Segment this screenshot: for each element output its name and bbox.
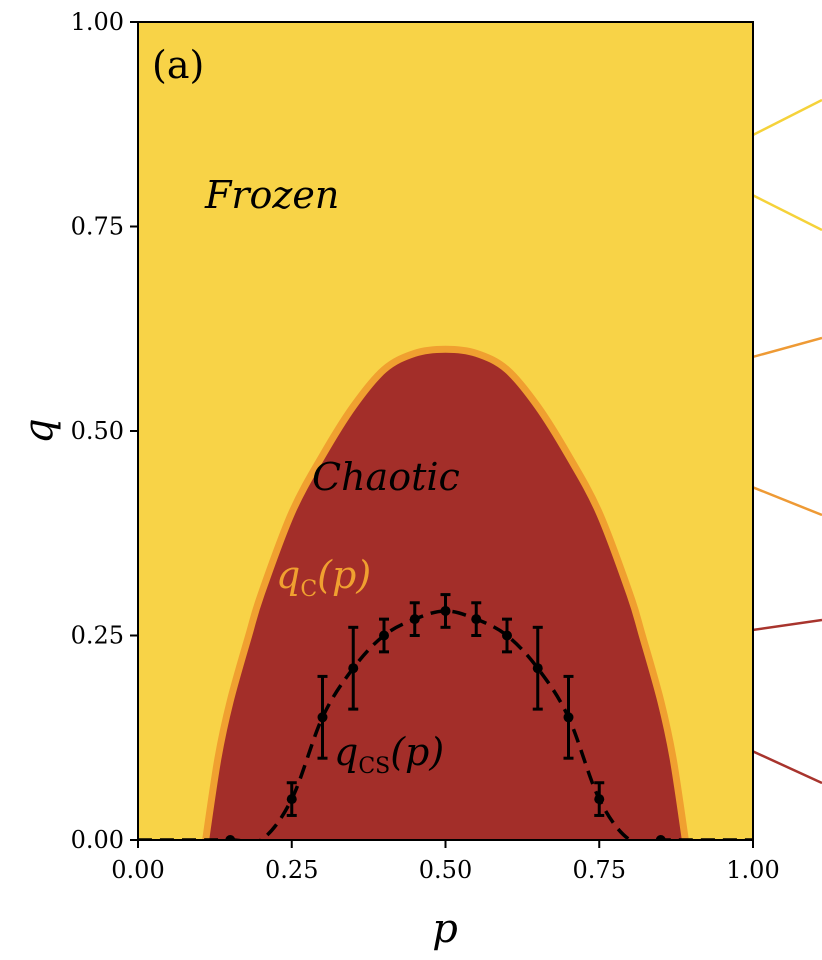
qcs-data-point bbox=[348, 625, 359, 711]
qc-label-sub: C bbox=[300, 577, 317, 602]
y-tick-label: 0.75 bbox=[71, 213, 124, 241]
connector-line bbox=[749, 98, 822, 138]
x-axis-label: p bbox=[432, 906, 458, 952]
x-tick-label: 1.00 bbox=[726, 856, 779, 884]
marker bbox=[594, 794, 605, 805]
marker bbox=[225, 835, 236, 840]
marker bbox=[532, 663, 543, 674]
marker bbox=[286, 794, 297, 805]
qcs-dashed-line bbox=[138, 609, 753, 840]
marker bbox=[348, 663, 359, 674]
qcs-curve-label: qCS(p) bbox=[334, 730, 444, 779]
qcs-data-point bbox=[532, 625, 543, 711]
frozen-label: Frozen bbox=[204, 173, 339, 217]
qcs-data-point bbox=[502, 617, 512, 654]
chaotic-label: Chaotic bbox=[312, 455, 460, 499]
qcs-data-point bbox=[594, 781, 605, 817]
qcs-data-point bbox=[286, 781, 297, 817]
qcs-data-point bbox=[225, 835, 236, 840]
x-tick-label: 0.00 bbox=[111, 856, 164, 884]
x-axis: 0.00 0.25 0.50 0.75 1.00 bbox=[111, 840, 780, 884]
qcs-data-point bbox=[655, 835, 666, 840]
qcs-label-arg: (p) bbox=[390, 730, 444, 774]
connector-line bbox=[749, 192, 822, 232]
y-axis: 0.00 0.25 0.50 0.75 1.00 bbox=[71, 8, 138, 854]
qcs-data-point bbox=[409, 601, 420, 637]
qcs-data-point bbox=[317, 674, 328, 760]
y-tick-label: 0.00 bbox=[71, 826, 124, 854]
qc-label-arg: (p) bbox=[317, 553, 371, 597]
y-axis-label: q bbox=[16, 418, 62, 444]
y-tick-label: 1.00 bbox=[71, 8, 124, 36]
panel-label: (a) bbox=[152, 43, 204, 87]
marker bbox=[409, 614, 420, 625]
marker bbox=[471, 614, 482, 625]
qcs-data-point bbox=[440, 593, 451, 629]
marker bbox=[563, 712, 574, 723]
marker bbox=[379, 630, 389, 641]
qcs-markers bbox=[225, 593, 666, 840]
qcs-data-point bbox=[563, 674, 574, 760]
marker bbox=[440, 605, 451, 616]
x-tick-label: 0.75 bbox=[573, 856, 626, 884]
marker bbox=[655, 835, 666, 840]
qc-label-base: q bbox=[276, 553, 300, 597]
marker bbox=[317, 712, 328, 723]
x-tick-label: 0.25 bbox=[265, 856, 318, 884]
qcs-data-point bbox=[379, 617, 389, 654]
y-tick-label: 0.25 bbox=[71, 622, 124, 650]
marker bbox=[502, 630, 512, 641]
qcs-label-base: q bbox=[334, 730, 358, 774]
qc-curve-label: qC(p) bbox=[276, 553, 371, 602]
qcs-label-sub: CS bbox=[358, 754, 390, 779]
qcs-data-point bbox=[471, 601, 482, 637]
x-tick-label: 0.50 bbox=[419, 856, 472, 884]
qc-boundary-line bbox=[202, 345, 689, 840]
y-tick-label: 0.50 bbox=[71, 417, 124, 445]
